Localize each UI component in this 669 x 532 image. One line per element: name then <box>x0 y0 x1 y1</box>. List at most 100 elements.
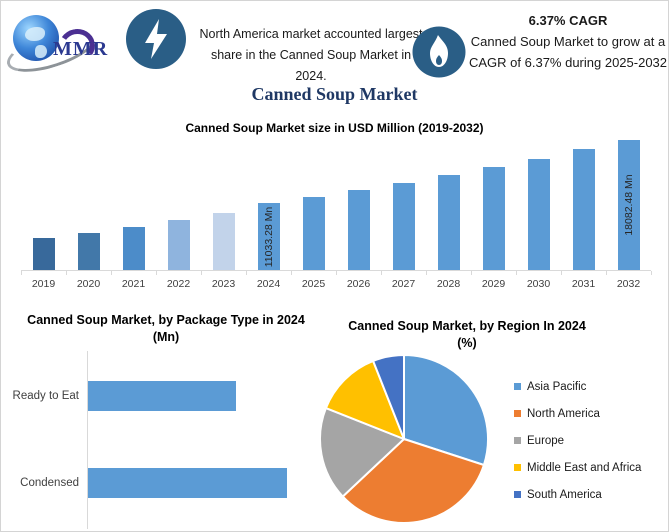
axis-tick <box>336 271 337 275</box>
cagr-callout: 6.37% CAGR Canned Soup Market to grow at… <box>469 13 667 73</box>
bar-column <box>156 220 201 270</box>
bar-column <box>66 233 111 270</box>
legend-label: Middle East and Africa <box>527 461 642 474</box>
legend: Asia Pacific North America Europe Middle Ea… <box>514 373 641 508</box>
bar-2031 <box>572 149 595 270</box>
axis-tick <box>651 271 652 275</box>
bar-column <box>471 167 516 270</box>
axis-tick <box>246 271 247 275</box>
bar-2022 <box>167 220 190 270</box>
north-america-note: North America market accounted largest s… <box>199 26 423 83</box>
legend-item: Middle East and Africa <box>514 454 641 481</box>
cagr-text: Canned Soup Market to grow at a CAGR of … <box>469 34 668 70</box>
pie-slice-north-america <box>341 437 486 524</box>
lightning-icon <box>126 9 186 74</box>
axis-tick <box>381 271 382 275</box>
bar-2019 <box>32 238 55 270</box>
legend-swatch <box>514 464 521 471</box>
package-label: Condensed <box>20 477 79 489</box>
x-axis-label: 2021 <box>121 278 146 290</box>
bar-2020 <box>77 233 100 270</box>
package-bar-condensed <box>88 468 287 498</box>
axis-tick <box>156 271 157 275</box>
continent-shape <box>25 27 45 41</box>
x-axis-label: 2025 <box>301 278 326 290</box>
bar-column <box>21 238 66 270</box>
bar-column <box>336 190 381 270</box>
axis-tick <box>66 271 67 275</box>
bar-chart-title: Canned Soup Market size in USD Million (… <box>185 121 484 135</box>
package-bar-ready-to-eat <box>88 381 236 411</box>
legend-swatch <box>514 410 521 417</box>
axis-tick <box>561 271 562 275</box>
package-row: Condensed <box>1 468 331 498</box>
legend-label: North America <box>527 407 600 420</box>
package-type-chart: Canned Soup Market, by Package Type in 2… <box>1 306 331 531</box>
axis-tick <box>516 271 517 275</box>
legend-item: Europe <box>514 427 641 454</box>
package-chart-title: Canned Soup Market, by Package Type in 2… <box>27 313 305 344</box>
legend-swatch <box>514 383 521 390</box>
x-axis-ticks <box>21 271 652 275</box>
x-axis-label: 2027 <box>391 278 416 290</box>
legend-swatch <box>514 491 521 498</box>
bar-2027 <box>392 183 415 270</box>
legend-item: Asia Pacific <box>514 373 641 400</box>
globe-icon <box>13 15 59 61</box>
bar-column <box>111 227 156 270</box>
legend-item: South America <box>514 481 641 508</box>
legend-label: South America <box>527 488 602 501</box>
legend-swatch <box>514 437 521 444</box>
bar-column <box>291 197 336 270</box>
axis-tick <box>471 271 472 275</box>
bar-column: 11033.28 Mn <box>246 203 291 270</box>
axis-tick <box>111 271 112 275</box>
pie-chart <box>319 353 489 524</box>
pie-slice-asia-pacific <box>403 353 489 467</box>
bar-column <box>381 183 426 270</box>
pie-slice-middle-east-and-africa <box>324 359 406 441</box>
bar-column <box>516 159 561 270</box>
package-chart-plot-area: Ready to Eat Condensed <box>1 351 331 529</box>
pie-chart-title: Canned Soup Market, by Region In 2024 (%… <box>348 319 586 350</box>
x-axis-label: 2022 <box>166 278 191 290</box>
bar-column <box>426 175 471 270</box>
bar-data-label: 11033.28 Mn <box>262 206 275 267</box>
pie-slice-south-america <box>371 353 405 440</box>
package-label: Ready to Eat <box>12 390 79 402</box>
pie-slice-europe <box>319 406 406 498</box>
bar-column <box>561 149 606 270</box>
bar-chart: 11033.28 Mn 18082.48 Mn 2019 2020 2021 2022 2… <box>21 136 652 290</box>
axis-tick <box>201 271 202 275</box>
bar-2021 <box>122 227 145 270</box>
y-axis-line <box>87 351 88 529</box>
bar-2024: 11033.28 Mn <box>257 203 280 270</box>
x-axis-label: 2028 <box>436 278 461 290</box>
bar-2029 <box>482 167 505 270</box>
axis-tick <box>606 271 607 275</box>
bar-chart-plot-area: 11033.28 Mn 18082.48 Mn <box>21 136 651 271</box>
x-axis-label: 2026 <box>346 278 371 290</box>
bar-column: 18082.48 Mn <box>606 140 651 270</box>
bar-2026 <box>347 190 370 270</box>
cagr-title: 6.37% CAGR <box>528 13 608 28</box>
x-axis-label: 2029 <box>481 278 506 290</box>
page-title: Canned Soup Market <box>251 84 418 104</box>
x-axis-label: 2032 <box>616 278 641 290</box>
logo-text: MMR <box>53 38 109 60</box>
bar-2023 <box>212 213 235 270</box>
package-row: Ready to Eat <box>1 381 331 411</box>
flame-icon <box>412 26 466 83</box>
bar-data-label: 18082.48 Mn <box>622 174 635 236</box>
continent-shape <box>35 45 47 58</box>
x-axis-label: 2024 <box>256 278 281 290</box>
bar-2025 <box>302 197 325 270</box>
x-axis-labels: 2019 2020 2021 2022 2023 2024 2025 2026 2027 2028… <box>21 278 651 290</box>
x-axis-label: 2023 <box>211 278 236 290</box>
axis-tick <box>21 271 22 275</box>
x-axis-label: 2020 <box>76 278 101 290</box>
axis-tick <box>291 271 292 275</box>
legend-label: Asia Pacific <box>527 380 587 393</box>
bar-2028 <box>437 175 460 270</box>
